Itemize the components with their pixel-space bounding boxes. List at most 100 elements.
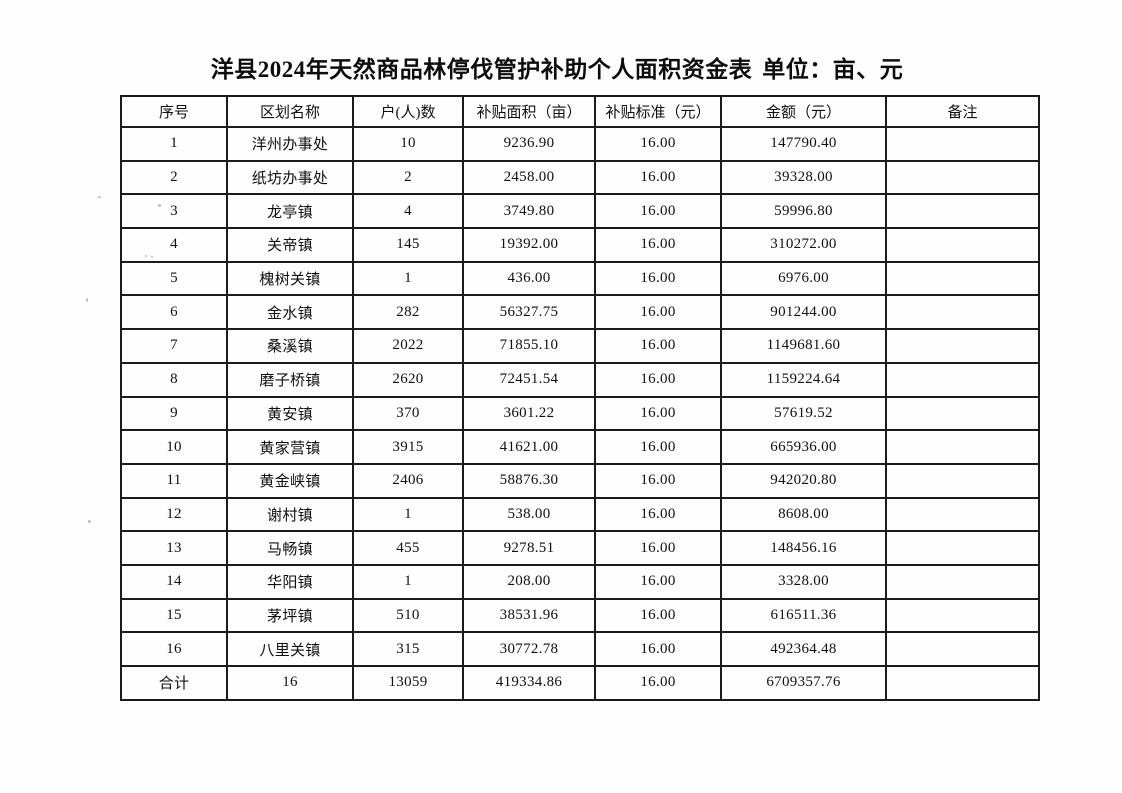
table-cell: 16.00	[594, 294, 722, 331]
table-cell: 马畅镇	[226, 530, 354, 566]
subsidy-table: 序号 区划名称 户(人)数 补贴面积（亩） 补贴标准（元） 金额（元） 备注 1 洋州办事处 1…	[120, 95, 1040, 701]
table-row: 15 茅坪镇 510 38531.96 16.00 616511.36	[120, 597, 1040, 634]
table-cell	[885, 260, 1040, 297]
table-cell: 槐树关镇	[226, 260, 354, 297]
table-cell: 14	[120, 563, 228, 600]
table-cell: 942020.80	[720, 462, 887, 499]
table-cell: 9278.51	[462, 530, 596, 566]
table-cell: 39328.00	[720, 159, 887, 196]
table-cell: 57619.52	[720, 395, 887, 432]
table-cell: 谢村镇	[226, 496, 354, 533]
table-cell: 2022	[352, 328, 464, 364]
table-cell: 龙亭镇	[226, 193, 354, 230]
table-cell: 8	[120, 361, 228, 398]
table-cell: 310272.00	[720, 227, 887, 263]
table-row: 6 金水镇 282 56327.75 16.00 901244.00	[120, 294, 1040, 331]
table-cell: 16.00	[594, 126, 722, 162]
table-cell: 合计	[120, 665, 228, 701]
table-cell: 38531.96	[462, 597, 596, 634]
table-cell	[885, 294, 1040, 331]
table-cell: 八里关镇	[226, 631, 354, 667]
table-cell: 茅坪镇	[226, 597, 354, 634]
header-cell: 金额（元）	[720, 95, 887, 128]
table-cell: 6709357.76	[720, 665, 887, 701]
table-cell: 16.00	[594, 597, 722, 634]
table-cell	[885, 227, 1040, 263]
table-row: 3 龙亭镇 4 3749.80 16.00 59996.80	[120, 193, 1040, 230]
table-cell: 1	[120, 126, 228, 162]
table-cell	[885, 429, 1040, 465]
table-cell: 10	[352, 126, 464, 162]
scan-artifact	[158, 204, 161, 207]
table-cell: 16.00	[594, 665, 722, 701]
table-cell: 148456.16	[720, 530, 887, 566]
table-row: 2 纸坊办事处 2 2458.00 16.00 39328.00	[120, 159, 1040, 196]
table-cell: 磨子桥镇	[226, 361, 354, 398]
table-cell: 16.00	[594, 530, 722, 566]
table-row: 7 桑溪镇 2022 71855.10 16.00 1149681.60	[120, 328, 1040, 364]
table-cell: 665936.00	[720, 429, 887, 465]
table-cell: 16.00	[594, 193, 722, 230]
table-cell: 13	[120, 530, 228, 566]
table-cell: 436.00	[462, 260, 596, 297]
table-cell: 15	[120, 597, 228, 634]
table-cell: 关帝镇	[226, 227, 354, 263]
table-cell	[885, 496, 1040, 533]
table-cell: 16.00	[594, 631, 722, 667]
table-cell: 901244.00	[720, 294, 887, 331]
table-cell: 16.00	[594, 361, 722, 398]
table-cell: 黄安镇	[226, 395, 354, 432]
table-cell: 16.00	[594, 462, 722, 499]
table-cell: 华阳镇	[226, 563, 354, 600]
table-cell: 419334.86	[462, 665, 596, 701]
table-cell: 72451.54	[462, 361, 596, 398]
table-cell: 12	[120, 496, 228, 533]
table-cell: 2620	[352, 361, 464, 398]
table-cell	[885, 462, 1040, 499]
scan-artifact	[88, 520, 91, 523]
table-cell: 492364.48	[720, 631, 887, 667]
table-cell: 1	[352, 260, 464, 297]
table-cell: 455	[352, 530, 464, 566]
table-cell: 1	[352, 496, 464, 533]
table-cell: 4	[120, 227, 228, 263]
table-row: 12 谢村镇 1 538.00 16.00 8608.00	[120, 496, 1040, 533]
table-cell: 8608.00	[720, 496, 887, 533]
table-cell: 16.00	[594, 328, 722, 364]
table-cell: 538.00	[462, 496, 596, 533]
table-cell	[885, 631, 1040, 667]
table-cell: 黄金峡镇	[226, 462, 354, 499]
table-body: 1 洋州办事处 10 9236.90 16.00 147790.40 2 纸坊办事处 2 2458…	[120, 126, 1040, 701]
table-cell: 洋州办事处	[226, 126, 354, 162]
table-cell: 3749.80	[462, 193, 596, 230]
table-cell: 30772.78	[462, 631, 596, 667]
table-cell: 19392.00	[462, 227, 596, 263]
table-cell: 41621.00	[462, 429, 596, 465]
table-cell: 6976.00	[720, 260, 887, 297]
table-cell: 56327.75	[462, 294, 596, 331]
header-cell: 补贴面积（亩）	[462, 95, 596, 128]
table-cell: 147790.40	[720, 126, 887, 162]
scan-artifact	[145, 255, 147, 257]
title-text: 洋县2024年天然商品林停伐管护补助个人面积资金表	[210, 57, 753, 82]
table-cell: 9	[120, 395, 228, 432]
table-cell: 2458.00	[462, 159, 596, 196]
header-cell: 户(人)数	[352, 95, 464, 128]
table-cell: 3	[120, 193, 228, 230]
table-cell: 16	[120, 631, 228, 667]
table-cell: 59996.80	[720, 193, 887, 230]
table-row: 11 黄金峡镇 2406 58876.30 16.00 942020.80	[120, 462, 1040, 499]
table-row: 14 华阳镇 1 208.00 16.00 3328.00	[120, 563, 1040, 600]
table-cell	[885, 665, 1040, 701]
table-cell: 616511.36	[720, 597, 887, 634]
header-row: 序号 区划名称 户(人)数 补贴面积（亩） 补贴标准（元） 金额（元） 备注	[120, 95, 1040, 128]
table-cell: 4	[352, 193, 464, 230]
table-cell: 11	[120, 462, 228, 499]
table-cell: 黄家营镇	[226, 429, 354, 465]
table-cell: 3915	[352, 429, 464, 465]
table-cell: 3328.00	[720, 563, 887, 600]
header-cell: 序号	[120, 95, 228, 128]
table-cell: 16.00	[594, 227, 722, 263]
table-cell	[885, 328, 1040, 364]
table-row: 16 八里关镇 315 30772.78 16.00 492364.48	[120, 631, 1040, 667]
